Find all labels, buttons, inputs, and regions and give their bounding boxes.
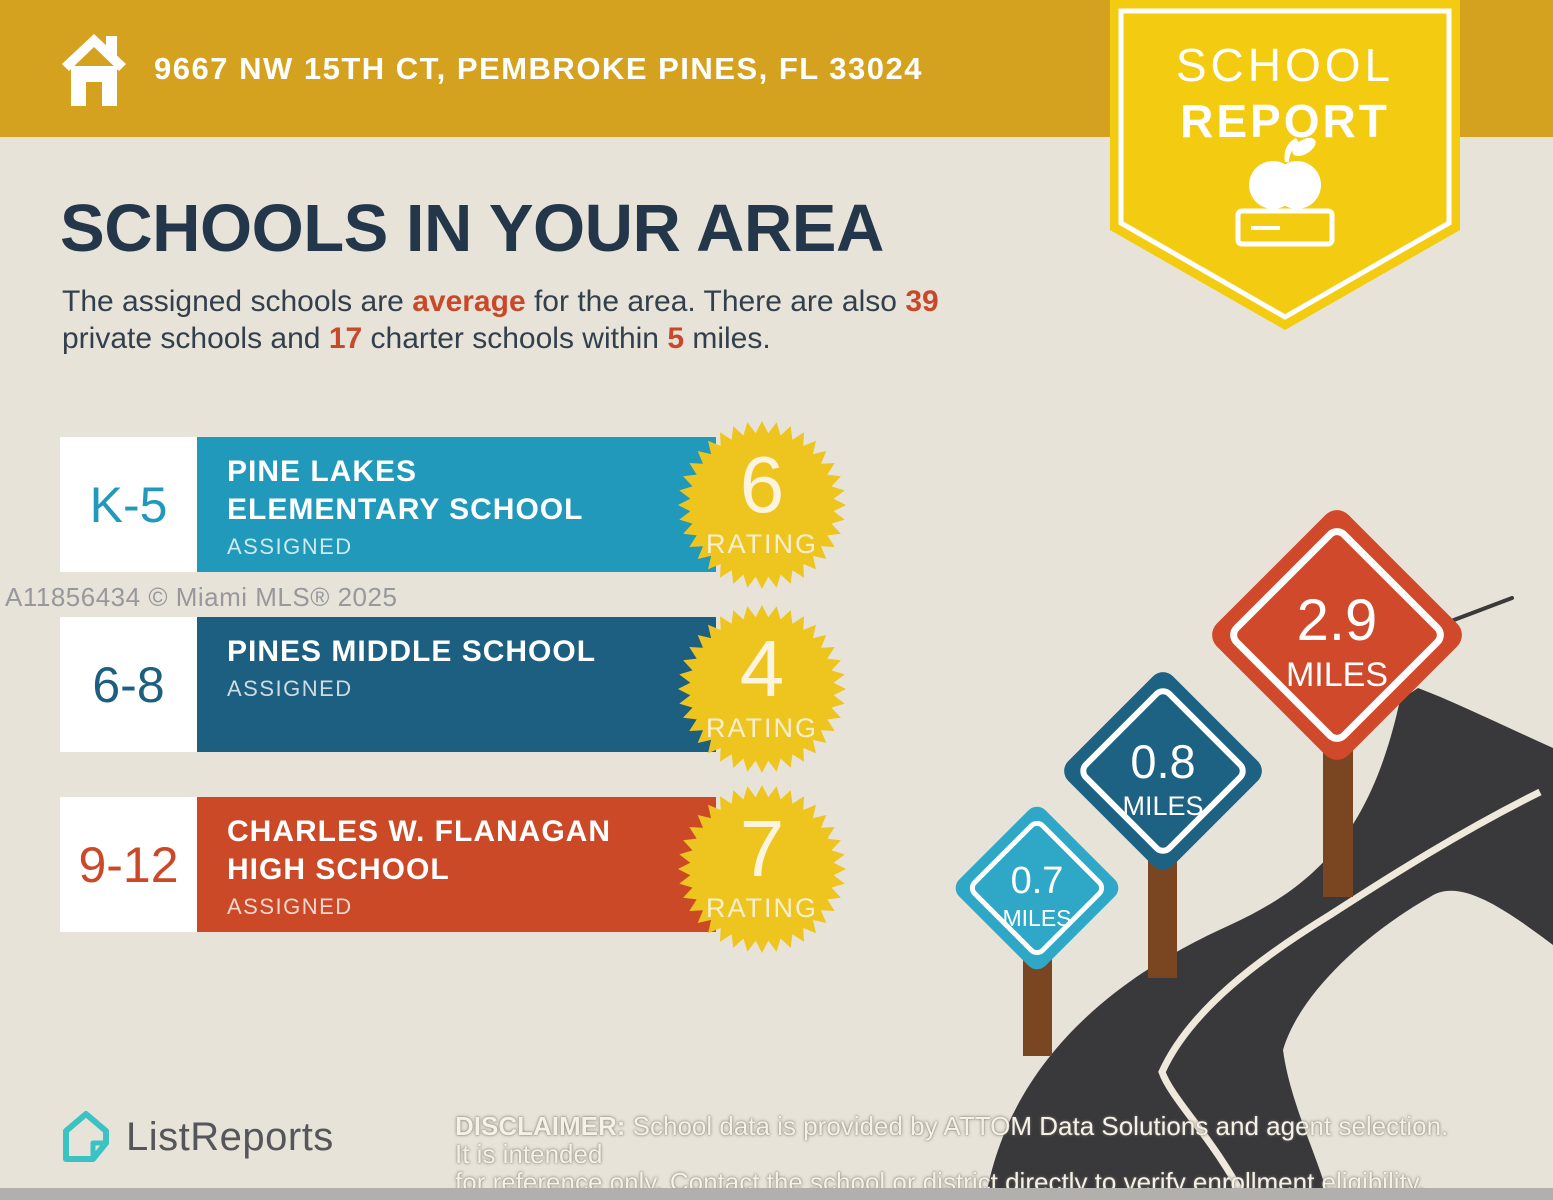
road-edge-line: [1158, 788, 1542, 1200]
school-name: PINE LAKES: [227, 455, 418, 488]
distance-value: 0.8: [1130, 735, 1195, 788]
school-bar: PINE LAKES ELEMENTARY SCHOOL ASSIGNED: [197, 437, 716, 572]
ribbon-report-label: REPORT: [1180, 95, 1390, 147]
rating-badge-high: 7 RATING: [674, 781, 850, 957]
summary-line-1: The assigned schools are average for the…: [62, 285, 939, 318]
school-bar: CHARLES W. FLANAGAN HIGH SCHOOL ASSIGNED: [197, 797, 716, 932]
disclaimer-text: DISCLAIMER: School data is provided by A…: [455, 1112, 1455, 1196]
grade-range-badge: 9-12: [60, 797, 197, 932]
school-report-ribbon: SCHOOL REPORT: [1110, 0, 1460, 336]
summary-line-2: private schools and 17 charter schools w…: [62, 322, 771, 355]
rating-badge-middle: 4 RATING: [674, 601, 850, 777]
apple-book-icon: [1235, 137, 1335, 247]
assigned-label: ASSIGNED: [227, 894, 353, 919]
rating-badge-elementary: 6 RATING: [674, 417, 850, 593]
page-title: SCHOOLS IN YOUR AREA: [60, 191, 884, 266]
assigned-label: ASSIGNED: [227, 534, 353, 559]
rating-value: 7: [739, 804, 785, 893]
distance-sign-0-7: 0.7 MILES: [955, 806, 1119, 970]
distance-sign-0-8: 0.8 MILES: [1064, 672, 1262, 870]
rating-value: 6: [739, 440, 785, 529]
listreports-wordmark: ListReports: [126, 1114, 334, 1159]
school-name-line2: HIGH SCHOOL: [227, 853, 450, 886]
school-bar: PINES MIDDLE SCHOOL ASSIGNED: [197, 617, 716, 752]
home-icon: [62, 34, 126, 106]
school-row-elementary: K-5 PINE LAKES ELEMENTARY SCHOOL ASSIGNE…: [60, 437, 716, 572]
property-address: 9667 NW 15TH CT, PEMBROKE PINES, FL 3302…: [154, 50, 923, 86]
listreports-icon: [63, 1111, 109, 1162]
rating-label: RATING: [706, 893, 818, 923]
distance-unit: MILES: [1122, 791, 1203, 821]
road: [985, 688, 1553, 1200]
school-name: CHARLES W. FLANAGAN: [227, 815, 611, 848]
school-name: PINES MIDDLE SCHOOL: [227, 635, 597, 668]
grade-range-badge: 6-8: [60, 617, 197, 752]
school-row-middle: 6-8 PINES MIDDLE SCHOOL ASSIGNED: [60, 617, 716, 752]
distance-sign-2-9: 2.9 MILES: [1212, 510, 1462, 760]
assigned-label: ASSIGNED: [227, 676, 353, 701]
school-name-line2: ELEMENTARY SCHOOL: [227, 493, 584, 526]
bottom-border-strip: [0, 1188, 1553, 1200]
school-row-high: 9-12 CHARLES W. FLANAGAN HIGH SCHOOL ASS…: [60, 797, 716, 932]
mls-watermark: A11856434 © Miami MLS® 2025: [5, 582, 398, 612]
ribbon-school-label: SCHOOL: [1175, 39, 1395, 91]
distance-unit: MILES: [1286, 656, 1388, 694]
sign-post: [1148, 850, 1177, 978]
rating-label: RATING: [706, 529, 818, 559]
road-illustration: 0.7 MILES 0.8 MILES 2.9 MILES: [955, 510, 1553, 1200]
sign-post: [1323, 745, 1353, 897]
rating-value: 4: [739, 624, 785, 713]
distance-unit: MILES: [1002, 905, 1071, 931]
distance-value: 2.9: [1297, 588, 1378, 653]
distance-value: 0.7: [1011, 860, 1064, 902]
grade-range-badge: K-5: [60, 437, 197, 572]
summary-text: The assigned schools are average for the…: [62, 283, 939, 357]
disclaimer-line-1: DISCLAIMER: School data is provided by A…: [455, 1111, 1449, 1169]
rating-label: RATING: [706, 713, 818, 743]
listreports-logo: ListReports: [60, 1108, 334, 1166]
